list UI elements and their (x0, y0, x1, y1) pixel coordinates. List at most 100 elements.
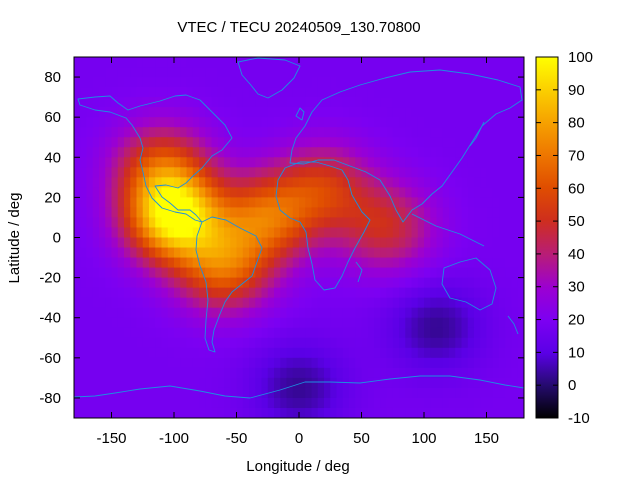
heatmap-cell (149, 167, 156, 178)
coastline-indonesia (411, 213, 485, 247)
heatmap-cell (374, 87, 381, 98)
heatmap-cell (355, 277, 363, 289)
heatmap-cell (349, 147, 356, 158)
heatmap-cell (242, 317, 250, 329)
heatmap-cell (167, 377, 175, 389)
heatmap-cell (180, 307, 188, 319)
heatmap-cell (86, 267, 94, 279)
heatmap-cell (380, 127, 388, 138)
heatmap-cell (105, 227, 113, 239)
heatmap-cell (192, 307, 200, 319)
heatmap-cell (511, 97, 519, 108)
heatmap-cell (161, 367, 169, 379)
heatmap-cell (86, 137, 94, 148)
heatmap-cell (517, 217, 524, 229)
heatmap-cell (111, 117, 119, 128)
heatmap-cell (367, 87, 375, 98)
heatmap-cell (361, 77, 369, 88)
heatmap-cell (324, 67, 331, 78)
heatmap-cell (217, 187, 225, 198)
heatmap-cell (99, 117, 106, 128)
heatmap-cell (299, 167, 306, 178)
heatmap-cell (136, 337, 144, 349)
heatmap-cell (186, 317, 194, 329)
heatmap-cell (386, 287, 394, 299)
heatmap-cell (111, 107, 119, 118)
heatmap-cell (467, 247, 475, 259)
heatmap-cell (80, 137, 88, 148)
heatmap-cell (480, 57, 488, 68)
heatmap-cell (267, 77, 275, 88)
heatmap-cell (155, 77, 163, 88)
heatmap-cell (217, 327, 225, 339)
heatmap-cell (105, 97, 113, 108)
heatmap-cell (199, 117, 206, 128)
heatmap-cell (280, 317, 288, 329)
heatmap-cell (317, 97, 325, 108)
heatmap-cell (461, 307, 469, 319)
heatmap-cell (361, 57, 369, 68)
heatmap-cell (80, 167, 88, 178)
heatmap-cell (367, 347, 375, 359)
heatmap-cell (311, 247, 319, 259)
heatmap-cell (349, 77, 356, 88)
heatmap-cell (386, 177, 394, 188)
heatmap-cell (242, 57, 250, 68)
heatmap-cell (99, 107, 106, 118)
heatmap-cell (436, 287, 444, 299)
heatmap-cell (405, 217, 413, 229)
heatmap-cell (486, 407, 494, 418)
heatmap-cell (492, 307, 500, 319)
heatmap-cell (405, 87, 413, 98)
heatmap-cell (455, 187, 463, 198)
heatmap-cell (324, 287, 331, 299)
heatmap-cell (255, 377, 263, 389)
heatmap-cell (205, 57, 213, 68)
heatmap-cell (311, 287, 319, 299)
heatmap-cell (80, 377, 88, 389)
heatmap-cell (255, 237, 263, 249)
heatmap-cell (130, 297, 138, 309)
heatmap-cell (174, 237, 181, 249)
heatmap-cell (167, 147, 175, 158)
heatmap-cell (317, 207, 325, 219)
heatmap-cell (161, 197, 169, 209)
heatmap-cell (261, 207, 269, 219)
heatmap-cell (430, 97, 438, 108)
heatmap-cell (174, 187, 181, 198)
heatmap-cell (430, 167, 438, 178)
heatmap-cell (305, 137, 313, 148)
heatmap-cell (105, 337, 113, 349)
heatmap-cell (86, 157, 94, 168)
heatmap-cell (74, 187, 81, 198)
heatmap-cell (186, 187, 194, 198)
heatmap-cell (205, 97, 213, 108)
heatmap-cell (361, 97, 369, 108)
heatmap-cell (480, 187, 488, 198)
heatmap-cell (174, 397, 181, 409)
heatmap-cell (392, 297, 400, 309)
heatmap-cell (286, 167, 294, 178)
heatmap-cell (86, 227, 94, 239)
heatmap-cell (499, 397, 506, 409)
heatmap-cell (149, 257, 156, 269)
heatmap-cell (180, 97, 188, 108)
heatmap-cell (136, 317, 144, 329)
heatmap-cell (317, 217, 325, 229)
heatmap-cell (492, 147, 500, 158)
heatmap-cell (230, 177, 238, 188)
heatmap-cell (467, 337, 475, 349)
heatmap-cell (374, 167, 381, 178)
heatmap-cell (92, 97, 100, 108)
heatmap-cell (511, 167, 519, 178)
heatmap-cell (311, 97, 319, 108)
heatmap-cell (192, 397, 200, 409)
heatmap-cell (442, 397, 450, 409)
heatmap-cell (255, 77, 263, 88)
heatmap-cell (380, 377, 388, 389)
heatmap-cell (167, 197, 175, 209)
heatmap-cell (386, 127, 394, 138)
heatmap-cell (180, 207, 188, 219)
heatmap-cell (136, 157, 144, 168)
heatmap-cell (230, 377, 238, 389)
